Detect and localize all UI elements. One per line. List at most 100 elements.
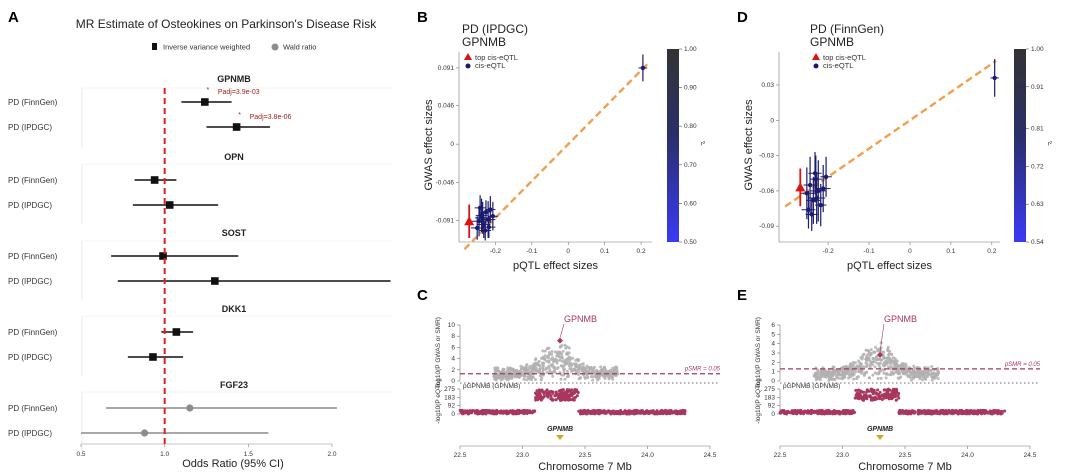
gwas-point: [586, 375, 590, 379]
locus-x-tick-label: 24.0: [641, 452, 654, 459]
gwas-point: [589, 375, 593, 379]
gwas-point: [883, 363, 887, 367]
legend-swatch-top: [464, 53, 472, 60]
eqtl-point: [606, 409, 610, 413]
colorbar-tick-label: 0.90: [684, 85, 697, 92]
eqtl-point: [630, 411, 634, 415]
locus-gwas-points: [812, 341, 940, 382]
gwas-point: [569, 367, 573, 371]
eqtl-point: [931, 410, 935, 414]
gwas-point: [603, 375, 607, 379]
gwas-point: [538, 367, 542, 371]
eqtl-point: [884, 396, 888, 400]
locus-x-tick-label: 23.5: [579, 452, 592, 459]
forest-group-fgf23: FGF23 PD (FinnGen) PD (IPDGC): [8, 380, 392, 452]
forest-gene-label: GPNMB: [217, 74, 251, 84]
eqtl-point: [921, 409, 925, 413]
gwas-point: [544, 367, 548, 371]
gwas-point: [890, 353, 894, 357]
locus-bottom-y-tick-label: 275: [444, 386, 455, 393]
eqtl-point: [670, 411, 674, 415]
gwas-point: [525, 378, 529, 382]
gwas-point: [840, 377, 844, 381]
gwas-point: [580, 368, 584, 372]
gwas-point: [861, 365, 865, 369]
eqtl-point: [919, 411, 923, 415]
locus-x-tick-label: 23.0: [836, 452, 849, 459]
eqtl-point: [805, 410, 809, 414]
forest-gene-label: OPN: [224, 152, 244, 162]
gwas-point: [902, 365, 906, 369]
locus-top-y-tick-label: 1: [771, 369, 775, 376]
forest-row-label: PD (FinnGen): [8, 176, 58, 185]
eqtl-point: [894, 394, 898, 398]
gwas-point: [879, 376, 883, 380]
eqtl-point: [980, 411, 984, 415]
gwas-point: [911, 369, 915, 373]
scatter-x-tick-label: -0.1: [526, 248, 538, 255]
scatter-x-tick-label: 0.2: [637, 248, 646, 255]
eqtl-point: [883, 388, 887, 392]
locus-bottom-y-tick-label: 275: [764, 386, 775, 393]
gwas-point: [524, 366, 528, 370]
eqtl-point: [565, 395, 569, 399]
eqtl-point: [573, 391, 577, 395]
gwas-point: [858, 361, 862, 365]
gwas-point: [849, 362, 853, 366]
eqtl-point: [624, 410, 628, 414]
eqtl-point: [568, 388, 572, 392]
locus-gene-label: GPNMB: [884, 314, 917, 324]
gwas-point: [553, 350, 557, 354]
locus-top-y-tick-label: 3: [771, 350, 775, 357]
eqtl-point: [495, 412, 499, 416]
eqtl-point: [632, 409, 636, 413]
gwas-point: [547, 351, 551, 355]
gwas-point: [869, 348, 873, 352]
eqtl-point: [560, 398, 564, 402]
gwas-point: [834, 373, 838, 377]
gwas-point: [537, 363, 541, 367]
eqtl-point: [785, 412, 789, 416]
gwas-point: [876, 376, 880, 380]
gwas-point: [531, 375, 535, 379]
gwas-point: [852, 372, 856, 376]
eqtl-point: [540, 396, 544, 400]
gwas-point: [545, 359, 549, 363]
locus-top-y-label: -log10(P GWAS or SMR): [435, 317, 442, 389]
locus-top-y-tick-label: 8: [451, 333, 455, 340]
scatter-point: [471, 206, 487, 237]
eqtl-point: [950, 412, 954, 416]
locus-x-tick-label: 24.0: [961, 452, 974, 459]
gwas-point: [576, 359, 580, 363]
gwas-point: [853, 361, 857, 365]
scatter-point: [805, 197, 818, 231]
forest-group-gpnmb: GPNMB PD (FinnGen) * Padj=3.9e-03 PD (IPDGC)…: [8, 74, 392, 148]
eqtl-point: [878, 390, 882, 394]
eqtl-point: [498, 411, 502, 415]
locus-bottom-y-tick-label: 0: [771, 411, 775, 418]
gwas-point: [529, 370, 533, 374]
gwas-point: [852, 377, 856, 381]
gene-position-marker: [556, 435, 564, 440]
eqtl-point: [845, 411, 849, 415]
forest-x-tick-label: 2.0: [327, 451, 336, 458]
locus-bottom-y-tick-label: 0: [451, 411, 455, 418]
eqtl-point: [961, 409, 965, 413]
eqtl-point: [620, 410, 624, 414]
eqtl-point: [997, 410, 1001, 414]
gwas-point: [562, 370, 566, 374]
gwas-point: [936, 376, 940, 380]
eqtl-point: [477, 410, 481, 414]
gwas-point: [602, 365, 606, 369]
gwas-point: [871, 357, 875, 361]
forest-estimate: [165, 201, 174, 209]
colorbar-tick-label: 0.50: [684, 239, 697, 246]
eqtl-point: [835, 410, 839, 414]
forest-row-label: PD (IPDGC): [8, 429, 52, 438]
locus-x-label: Chromosome 7 Mb: [858, 461, 952, 473]
forest-legend: Inverse variance weighted Wald ratio: [152, 43, 316, 52]
gwas-point: [907, 374, 911, 378]
eqtl-point: [899, 411, 903, 415]
gwas-point: [844, 372, 848, 376]
